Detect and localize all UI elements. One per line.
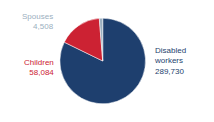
svg-text:Spouses4,508: Spouses4,508	[22, 12, 54, 31]
svg-text:Children58,084: Children58,084	[24, 58, 54, 77]
svg-text:Disabledworkers289,730: Disabledworkers289,730	[154, 46, 186, 76]
